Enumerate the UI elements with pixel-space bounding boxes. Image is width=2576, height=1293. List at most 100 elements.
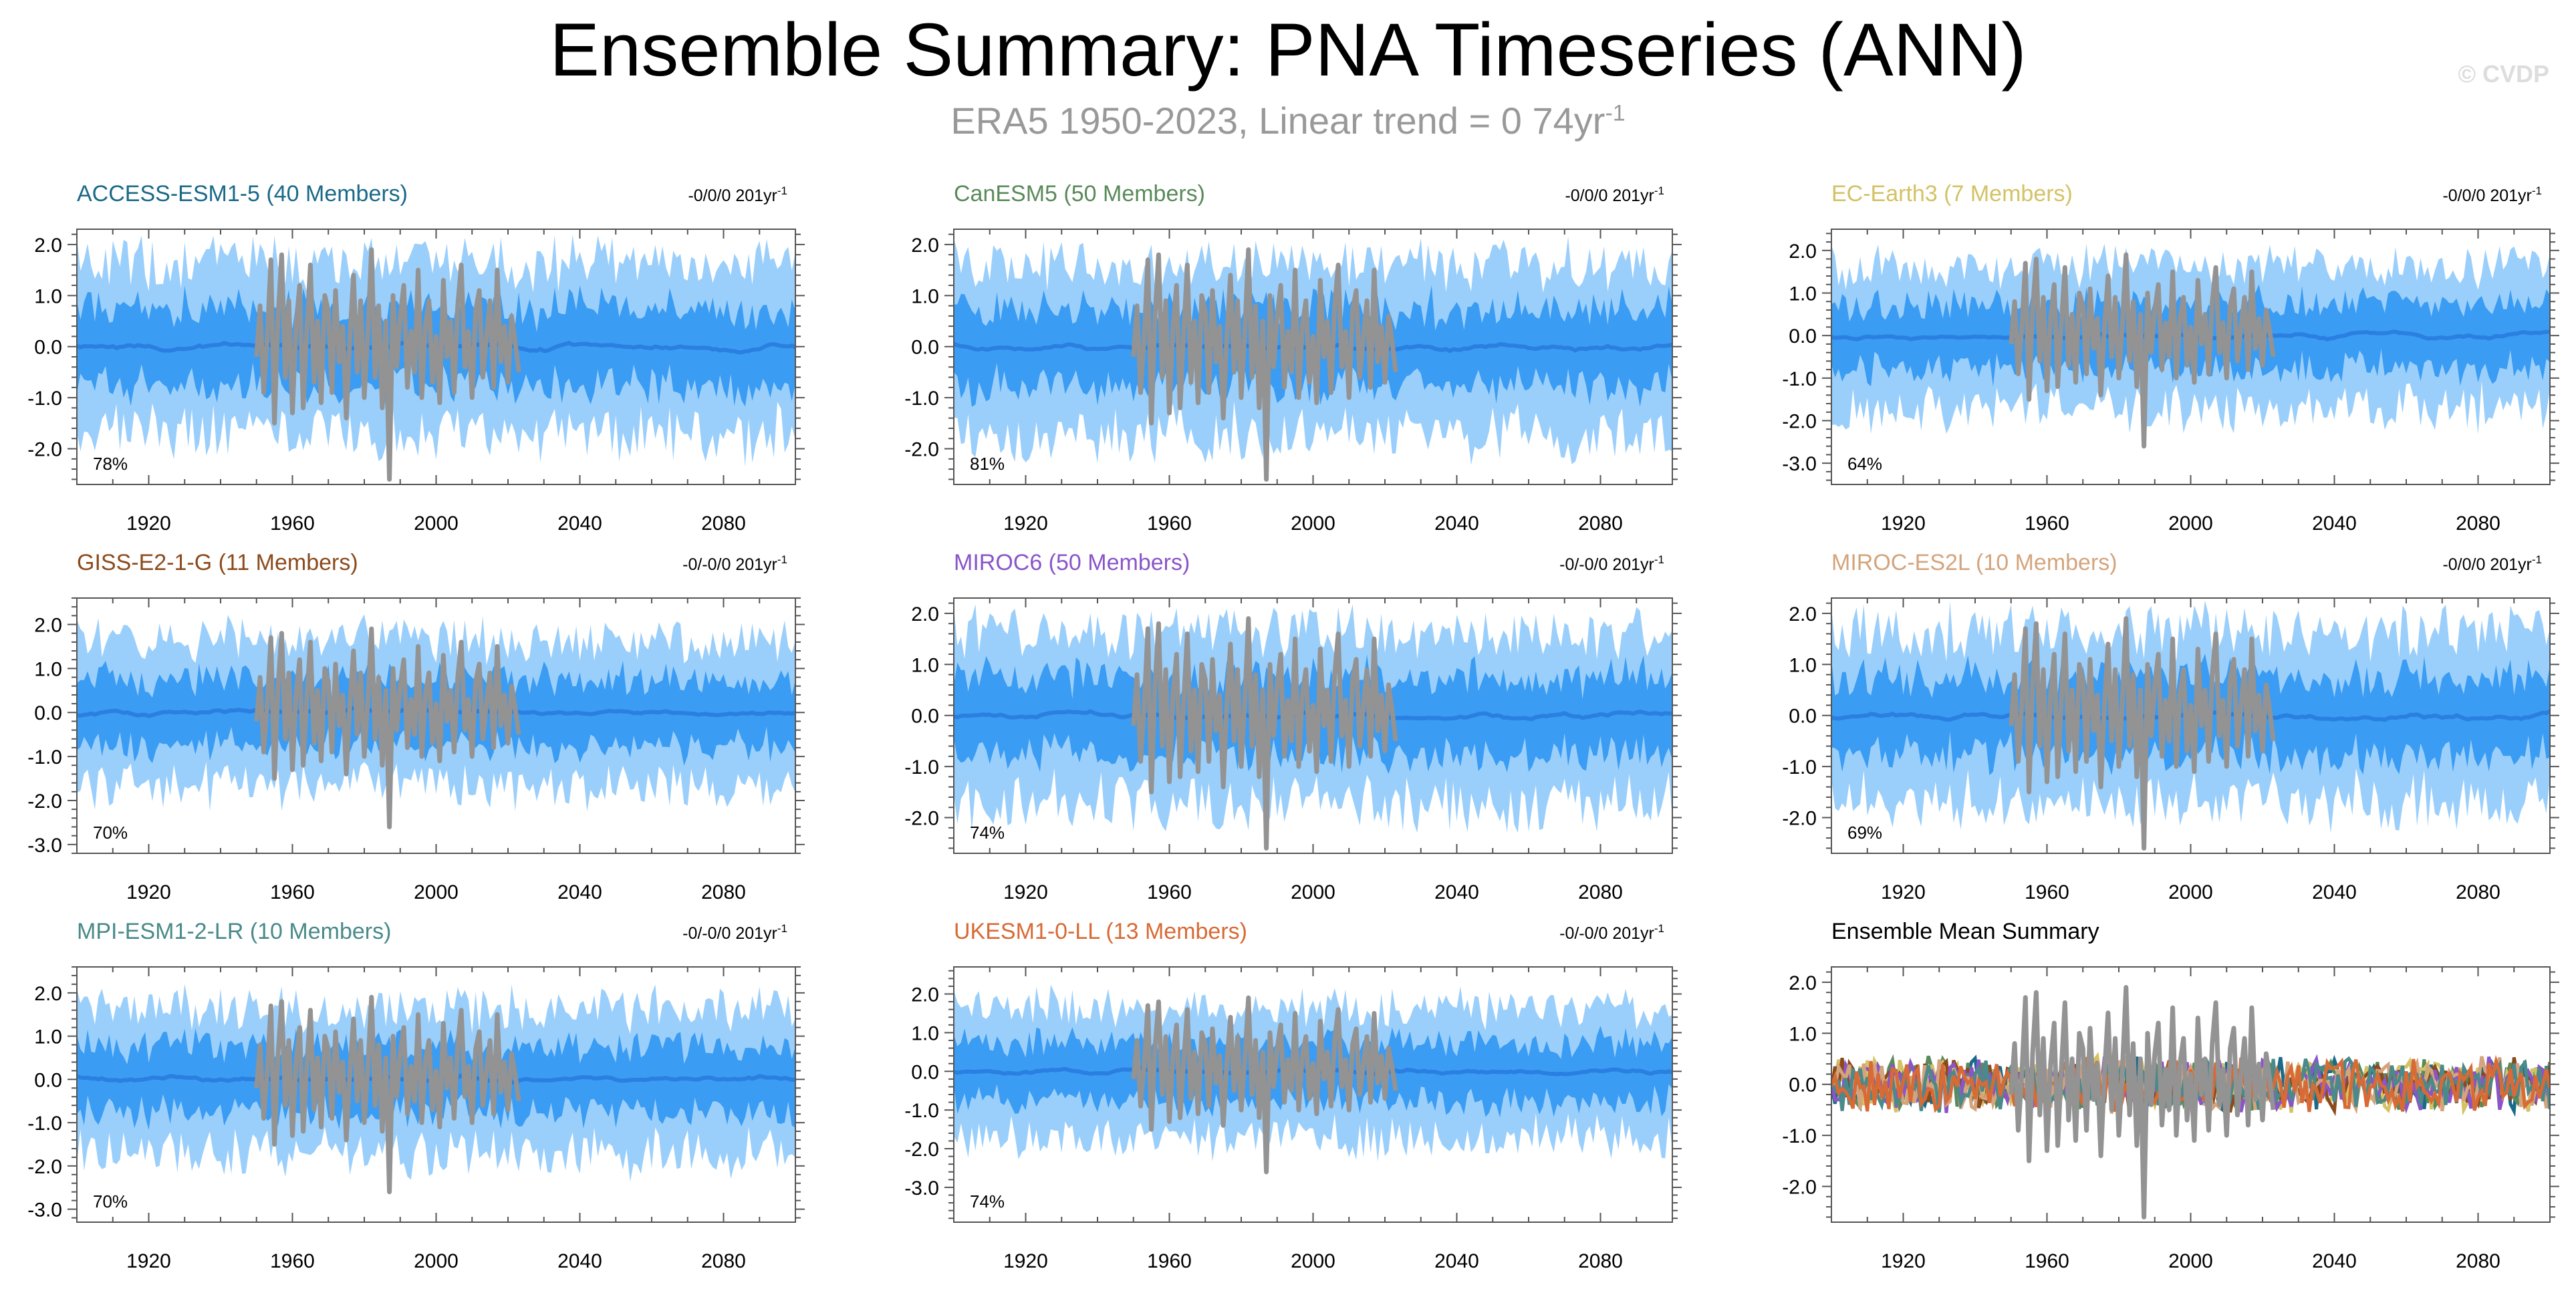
y-tick-label: -1.0 [1782,756,1817,778]
plot-area [1831,243,2550,449]
x-tick-label: 2000 [2168,881,2213,903]
x-tick-label: 2080 [2456,513,2500,535]
observation-line [2009,616,2276,851]
trend-label-text: -0/0/0 201yr [1565,186,1654,205]
percent-label: 78% [93,454,128,474]
panel-title: MIROC6 (50 Members) [954,550,1190,575]
y-tick-label: 0.0 [911,706,939,728]
trend-label: -0/-0/0 201yr-1 [1559,922,1664,943]
y-tick-label: 2.0 [911,235,939,257]
y-tick-label: -2.0 [904,439,939,461]
panel-7: 1920 1960 2000 2040 2080 2.0 1.0 0.0 -1.0 -2.0 -3.… [27,919,805,1272]
trend-label-text: -0/0/0 201yr [688,186,777,205]
x-tick-label: 2040 [557,513,602,535]
panel-title: GISS-E2-1-G (11 Members) [77,550,358,575]
trend-label-text: -0/-0/0 201yr [1559,924,1654,943]
y-tick-label: -1.0 [1782,1125,1817,1147]
x-tick-label: 2080 [1578,1250,1623,1272]
panel-title: MIROC-ES2L (10 Members) [1831,550,2117,575]
plot-area [1831,985,2550,1219]
trend-label: -0/0/0 201yr-1 [688,184,787,205]
x-tick-label: 2000 [414,513,459,535]
panel-9: 1920 1960 2000 2040 2080 2.0 1.0 0.0 -1.0 -2.0 Ens… [1782,919,2559,1272]
panel-title: EC-Earth3 (7 Members) [1831,181,2073,206]
x-tick-label: 2080 [701,1250,746,1272]
x-tick-label: 2040 [557,1250,602,1272]
y-tick-label: -2.0 [1782,808,1817,830]
trend-label-text: -0/0/0 201yr [2442,555,2531,574]
x-tick-label: 2000 [2168,513,2213,535]
plot-area [77,984,795,1195]
model-mean-line-8 [1831,1054,2550,1113]
y-tick-label: -1.0 [27,388,62,410]
y-tick-label: 1.0 [34,285,62,307]
trend-label-superscript: -1 [777,553,787,566]
watermark: © CVDP [2458,60,2549,88]
y-tick-label: -3.0 [27,1199,62,1222]
x-tick-label: 1960 [2025,1250,2069,1272]
x-tick-label: 2080 [701,513,746,535]
x-tick-label: 1920 [1881,513,1926,535]
x-tick-label: 2040 [1434,881,1479,903]
percent-label: 81% [970,454,1005,474]
panel-title: UKESM1-0-LL (13 Members) [954,919,1247,944]
y-tick-label: 2.0 [34,983,62,1005]
observation-line [254,994,521,1195]
trend-label-superscript: -1 [1654,184,1664,197]
percent-label: 69% [1847,823,1882,843]
y-tick-label: 2.0 [1789,972,1817,994]
trend-label-superscript: -1 [2532,184,2542,197]
trend-label-text: -0/-0/0 201yr [682,924,777,943]
percent-label: 74% [970,1191,1005,1211]
y-tick-label: 2.0 [34,615,62,637]
trend-label-superscript: -1 [777,922,787,935]
panel-title: Ensemble Mean Summary [1831,919,2099,944]
x-tick-label: 2080 [1578,513,1623,535]
y-tick-label: 1.0 [34,1026,62,1048]
y-tick-label: 1.0 [911,1022,939,1044]
x-tick-label: 1960 [270,1250,315,1272]
x-tick-label: 2080 [701,881,746,903]
plot-area [77,234,795,482]
trend-label: -0/-0/0 201yr-1 [682,553,787,574]
observation-line [254,247,521,482]
y-tick-label: -3.0 [904,1177,939,1199]
y-tick-label: 0.0 [911,337,939,359]
x-tick-label: 2000 [414,881,459,903]
percent-label: 70% [93,823,128,843]
panel-title: MPI-ESM1-2-LR (10 Members) [77,919,391,944]
panel-3: 1920 1960 2000 2040 2080 2.0 1.0 0.0 -1.0 -2.0 -3.… [1782,181,2559,535]
y-tick-label: -1.0 [27,1113,62,1135]
x-tick-label: 2040 [2312,881,2357,903]
plot-area [77,614,795,829]
x-tick-label: 2040 [1434,1250,1479,1272]
y-tick-label: -2.0 [27,791,62,813]
y-tick-label: 2.0 [911,603,939,625]
x-tick-label: 1920 [126,1250,171,1272]
subtitle-text: ERA5 1950-2023, Linear trend = 0 74yr [950,100,1605,142]
observation-line [2009,252,2276,449]
observation-line [1131,616,1398,851]
trend-label-superscript: -1 [2532,553,2542,566]
y-tick-label: -1.0 [904,1100,939,1122]
y-tick-label: -1.0 [904,756,939,778]
observation-line [254,626,521,829]
observation-line [2009,985,2276,1219]
x-tick-label: 1960 [270,513,315,535]
y-tick-label: 1.0 [34,658,62,680]
y-tick-label: -2.0 [904,808,939,830]
panel-title: CanESM5 (50 Members) [954,181,1205,206]
x-tick-label: 2000 [414,1250,459,1272]
percent-label: 74% [970,823,1005,843]
page-subtitle: ERA5 1950-2023, Linear trend = 0 74yr-1 [0,99,2576,142]
y-tick-label: -2.0 [1782,1177,1817,1199]
plot-area [954,604,1672,851]
plot-area [1831,600,2550,851]
x-tick-label: 1920 [1003,881,1048,903]
y-tick-label: -1.0 [1782,368,1817,390]
y-tick-label: -3.0 [1782,453,1817,475]
y-tick-label: 2.0 [911,984,939,1006]
y-tick-label: 1.0 [1789,1023,1817,1045]
x-tick-label: 1920 [1881,881,1926,903]
